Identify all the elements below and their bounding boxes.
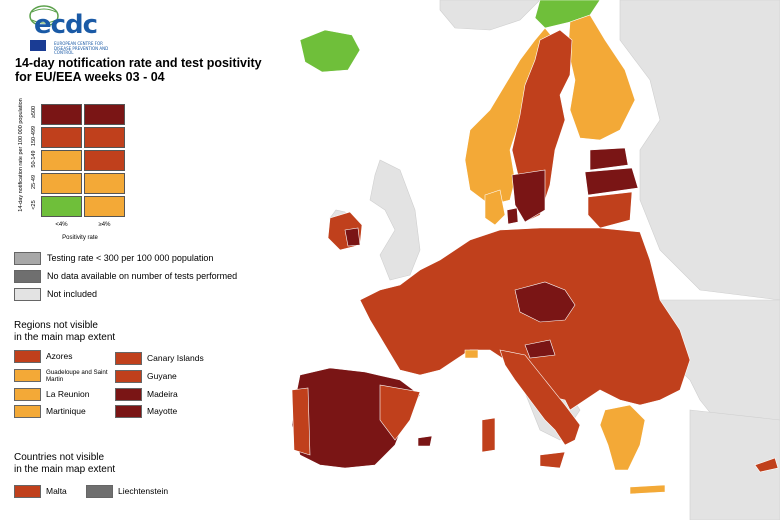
matrix-cell-0-high bbox=[84, 196, 125, 217]
guadeloupe-swatch bbox=[14, 369, 41, 382]
country-label: Liechtenstein bbox=[118, 486, 169, 496]
matrix-cell-50-low bbox=[41, 150, 82, 171]
y-tick-25: 25-49 bbox=[31, 174, 37, 190]
martinique-swatch bbox=[14, 405, 41, 418]
region-label: Azores bbox=[46, 351, 73, 361]
eu-flag-icon bbox=[30, 40, 46, 51]
region-label: Madeira bbox=[147, 389, 178, 399]
legend-testing-rate-label: Testing rate < 300 per 100 000 populatio… bbox=[47, 253, 214, 263]
region-label: La Reunion bbox=[46, 389, 90, 399]
italy-shape bbox=[499, 349, 581, 446]
legend-not-included-label: Not included bbox=[47, 289, 98, 299]
canary-swatch bbox=[115, 352, 142, 365]
sardinia-shape bbox=[481, 417, 496, 453]
x-tick-low: <4% bbox=[55, 222, 68, 228]
region-label: Mayotte bbox=[147, 406, 178, 416]
liechtenstein-swatch bbox=[86, 485, 113, 498]
region-label: Guadeloupe and Saint Martin bbox=[46, 369, 108, 383]
region-label: Guyane bbox=[147, 371, 177, 381]
matrix-cell-150-low bbox=[41, 127, 82, 148]
matrix-cell-500-high bbox=[84, 104, 125, 125]
mayotte-swatch bbox=[115, 405, 142, 418]
title-line-1: 14-day notification rate and test positi… bbox=[15, 56, 262, 70]
matrix-cell-50-high bbox=[84, 150, 125, 171]
region-label: Martinique bbox=[46, 406, 86, 416]
matrix-x-axis-label: Positivity rate bbox=[62, 235, 98, 241]
regions-heading: Regions not visible in the main map exte… bbox=[14, 320, 116, 343]
greece-shape bbox=[599, 404, 646, 471]
matrix-cell-0-low bbox=[41, 196, 82, 217]
matrix-cell-25-high bbox=[84, 173, 125, 194]
iceland-shape bbox=[299, 29, 361, 73]
countries-heading: Countries not visible in the main map ex… bbox=[14, 452, 116, 475]
switzerland-shape bbox=[464, 349, 479, 359]
y-tick-50: 50-149 bbox=[31, 150, 37, 168]
sicily-shape bbox=[539, 451, 566, 469]
iberia-east-shape bbox=[379, 384, 421, 441]
logo-word: ecdc bbox=[34, 10, 98, 40]
finland-shape bbox=[567, 14, 636, 141]
portugal-shape bbox=[291, 387, 311, 456]
ecdc-logo: ecdc EUROPEAN CENTRE FOR DISEASE PREVENT… bbox=[14, 2, 108, 55]
madeira-swatch bbox=[115, 388, 142, 401]
country-label: Malta bbox=[46, 486, 67, 496]
south-sweden-shape bbox=[511, 169, 546, 223]
latvia-shape bbox=[584, 167, 639, 196]
malta-swatch bbox=[14, 485, 41, 498]
lithuania-shape bbox=[587, 191, 633, 229]
mainland-europe-shape bbox=[359, 227, 691, 411]
ireland-region-shape bbox=[344, 227, 361, 247]
grey-swatch bbox=[14, 252, 41, 265]
azores-swatch bbox=[14, 350, 41, 363]
light-grey-swatch bbox=[14, 288, 41, 301]
matrix-y-axis-label: 14-day notification rate per 100 000 pop… bbox=[18, 98, 24, 212]
denmark-shape bbox=[484, 189, 506, 226]
region-label: Canary Islands bbox=[147, 353, 204, 363]
slovenia-shape bbox=[524, 339, 556, 359]
y-tick-150: 150-499 bbox=[31, 125, 37, 147]
la-reunion-swatch bbox=[14, 388, 41, 401]
zealand-shape bbox=[506, 207, 519, 225]
matrix-cell-25-low bbox=[41, 173, 82, 194]
matrix-cell-150-high bbox=[84, 127, 125, 148]
logo-subtitle: EUROPEAN CENTRE FOR DISEASE PREVENTION A… bbox=[54, 41, 109, 55]
balearic-shape bbox=[417, 435, 433, 447]
y-tick-500: ≥500 bbox=[31, 105, 37, 119]
cyprus-shape bbox=[754, 457, 779, 473]
czechia-shape bbox=[514, 281, 576, 323]
map-title: 14-day notification rate and test positi… bbox=[15, 56, 275, 84]
guyane-swatch bbox=[115, 370, 142, 383]
legend-no-data-label: No data available on number of tests per… bbox=[47, 271, 238, 281]
globe-icon bbox=[29, 5, 59, 27]
y-tick-0: <25 bbox=[31, 200, 37, 210]
matrix-cell-500-low bbox=[41, 104, 82, 125]
dark-grey-swatch bbox=[14, 270, 41, 283]
x-tick-high: ≥4% bbox=[98, 222, 111, 228]
estonia-shape bbox=[589, 147, 629, 171]
title-line-2: for EU/EEA weeks 03 - 04 bbox=[15, 70, 165, 84]
crete-shape bbox=[629, 484, 666, 495]
